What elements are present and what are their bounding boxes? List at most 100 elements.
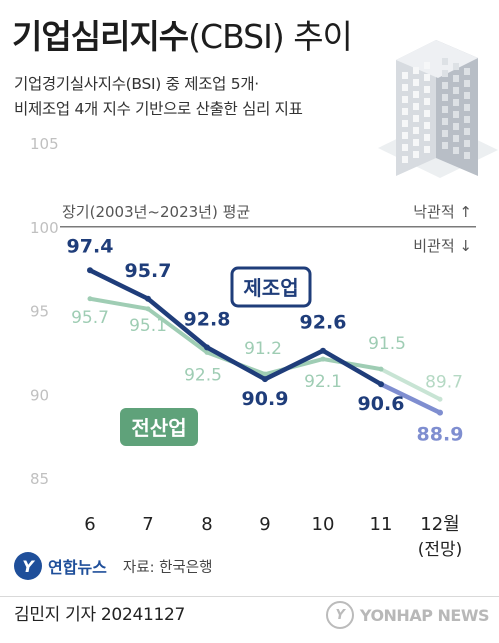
building-window: [413, 91, 419, 98]
building-window: [424, 122, 430, 129]
building-window: [442, 130, 448, 137]
building-window: [424, 62, 430, 69]
all-industry-value-label: 95.7: [71, 308, 109, 328]
manufacturing-value-label: 90.6: [358, 393, 405, 415]
building-window: [402, 72, 408, 79]
building-window: [464, 140, 470, 147]
manufacturing-value-label: 95.7: [125, 260, 172, 282]
all-industry-value-label: 95.1: [129, 316, 167, 336]
x-tick-label: 12월: [420, 514, 459, 535]
all-industry-value-label: 92.1: [304, 372, 342, 392]
manufacturing-legend-box: [230, 266, 312, 308]
footer-bar: [0, 596, 499, 643]
data-point: [145, 295, 151, 302]
data-point: [378, 366, 384, 372]
manufacturing-value-label: 88.9: [417, 424, 464, 446]
brand: Y 연합뉴스 자료: 한국은행: [14, 552, 212, 580]
manufacturing-value-label: 90.9: [242, 388, 289, 410]
building-window: [442, 94, 448, 101]
data-point: [378, 381, 384, 388]
building-window: [453, 63, 459, 70]
building-window: [413, 139, 419, 146]
building-window: [442, 142, 448, 149]
building-window: [424, 74, 430, 81]
data-point: [145, 306, 151, 312]
building-window: [464, 92, 470, 99]
data-point: [262, 371, 268, 377]
building-window: [402, 120, 408, 127]
building-window: [453, 99, 459, 106]
series-forecast-segment: [379, 367, 442, 402]
building-window: [402, 156, 408, 163]
y-tick-label: 95: [30, 303, 49, 321]
building-window: [402, 84, 408, 91]
reference-label: 장기(2003년~2023년) 평균: [62, 203, 250, 221]
building-window: [413, 127, 419, 134]
watermark-logo-icon: Y: [325, 601, 354, 629]
data-point: [87, 296, 93, 302]
manufacturing-value-label: 92.6: [300, 312, 347, 334]
building-window: [453, 111, 459, 118]
building-window: [424, 110, 430, 117]
y-tick-label: 100: [30, 219, 59, 237]
data-point: [320, 356, 326, 362]
building-window: [464, 80, 470, 87]
building-window: [402, 144, 408, 151]
building-window: [453, 87, 459, 94]
building-window: [402, 108, 408, 115]
all-industry-value-label: 91.2: [244, 339, 282, 359]
x-tick-label: 9: [259, 514, 270, 535]
building-window: [442, 118, 448, 125]
building-window: [413, 151, 419, 158]
manufacturing-legend-label: 제조업: [243, 276, 298, 300]
building-window: [464, 68, 470, 75]
manufacturing-value-label: 97.4: [67, 235, 114, 257]
building-window: [413, 67, 419, 74]
watermark-text: YONHAP NEWS: [359, 605, 490, 625]
building-window: [402, 132, 408, 139]
data-point: [320, 347, 326, 354]
building-window: [424, 86, 430, 93]
data-point: [204, 349, 210, 355]
building-window: [424, 146, 430, 153]
data-point: [437, 396, 443, 402]
y-tick-label: 105: [30, 135, 59, 153]
x-tick-label: 7: [142, 514, 153, 535]
building-window: [413, 79, 419, 86]
building-window: [464, 152, 470, 159]
x-tick-label: 8: [201, 514, 212, 535]
building-window: [453, 75, 459, 82]
series-line-manufacturing: [87, 268, 384, 387]
all-industry-value-label: 91.5: [368, 334, 406, 354]
y-tick-label: 85: [30, 470, 49, 488]
building-window: [424, 134, 430, 141]
x-tick-label: 6: [84, 514, 95, 535]
watermark: Y YONHAP NEWS: [325, 601, 490, 629]
building-window: [442, 82, 448, 89]
yonhap-logo-icon: Y: [14, 552, 42, 580]
building-window: [464, 128, 470, 135]
source-text: 자료: 한국은행: [122, 559, 213, 576]
brand-name: 연합뉴스: [48, 558, 107, 577]
building-window: [442, 58, 448, 65]
x-tick-sublabel: (전망): [418, 540, 463, 560]
y-tick-label: 90: [30, 386, 49, 404]
building-window: [413, 115, 419, 122]
chart-title: 기업심리지수(CBSI) 추이: [12, 17, 353, 56]
building-window: [413, 103, 419, 110]
pessimistic-label: 비관적 ↓: [413, 237, 472, 255]
manufacturing-value-label: 92.8: [184, 308, 231, 330]
data-point: [204, 344, 210, 351]
building-window: [442, 70, 448, 77]
office-building-icon: [378, 40, 498, 178]
building-window: [442, 106, 448, 113]
reporter-byline: 김민지 기자 20241127: [14, 605, 186, 625]
all-industry-legend-box: [120, 408, 198, 446]
data-point: [437, 409, 443, 416]
x-tick-label: 11: [370, 514, 393, 535]
building-window: [424, 98, 430, 105]
building-window: [453, 147, 459, 154]
chart-subtitle: 기업경기실사지수(BSI) 중 제조업 5개· 비제조업 4개 지수 기반으로 …: [14, 75, 303, 118]
line-chart: 85 90 95 100 105 장기(2003년~2023년) 평균 낙관적 ↑ 비관적 …: [30, 40, 498, 560]
data-point: [87, 267, 93, 274]
